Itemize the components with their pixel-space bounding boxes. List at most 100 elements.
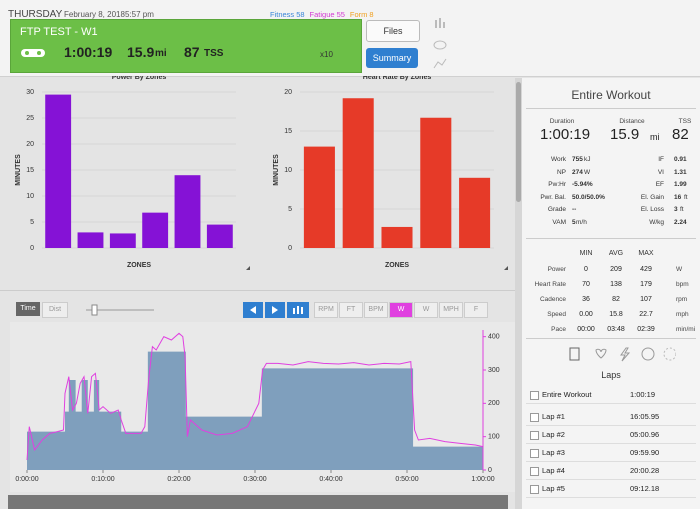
hr-zones-chart: Heart Rate By Zones MINUTES ZONES 0 5 10 15 20 xyxy=(273,76,508,270)
power-zones-chart: Power By Zones MINUTES ZONES 0 5 10 15 20 25 30 xyxy=(15,76,250,270)
metric: Fitness 58 xyxy=(270,10,305,19)
y-tick-label: 300 xyxy=(488,367,500,374)
range-header: MAX xyxy=(638,250,654,257)
unit-button[interactable]: F xyxy=(464,302,488,318)
y-tick-label: 0 xyxy=(488,467,492,474)
lap-checkbox[interactable] xyxy=(530,413,539,422)
lap-time: 20:00.28 xyxy=(630,466,660,475)
range-value: 429 xyxy=(640,266,652,273)
big-stat-value: 15.9 xyxy=(610,126,640,143)
chart-title: Power By Zones xyxy=(112,76,167,81)
bar xyxy=(142,212,169,248)
range-value: 0 xyxy=(584,266,588,273)
mode-button[interactable]: Time xyxy=(16,302,40,316)
stat-label: El. Loss xyxy=(640,206,664,213)
metric: Form 8 xyxy=(350,10,374,19)
stat-value: 5 xyxy=(572,218,576,226)
stat-value: 274 xyxy=(572,168,583,176)
lap-time: 09:59.90 xyxy=(630,448,660,457)
lap-separator xyxy=(526,403,696,404)
range-value: 15.8 xyxy=(609,311,623,318)
range-unit: rpm xyxy=(676,296,688,303)
panel-title: Entire Workout xyxy=(571,88,651,102)
summary-panel: Entire Workout Duration 1:00:19 Distance 15.… xyxy=(522,78,700,509)
lap-checkbox[interactable] xyxy=(530,485,539,494)
x-tick-label: 0:20:00 xyxy=(167,476,190,483)
y-tick-label: 5 xyxy=(288,206,292,213)
stat-label: NP xyxy=(556,168,566,176)
summary-button[interactable]: Summary xyxy=(366,48,418,68)
scroll-thumb[interactable] xyxy=(516,82,521,202)
lap-separator xyxy=(526,425,696,426)
day: THURSDAY xyxy=(8,9,63,20)
x-tick-label: 0:30:00 xyxy=(243,476,266,483)
metrics: Fitness 58 Fatigue 55 Form 8 xyxy=(270,10,379,19)
workout-card[interactable] xyxy=(10,19,362,73)
stat-label: Work xyxy=(550,156,566,163)
metric-label: Form xyxy=(349,10,368,19)
files-button[interactable]: Files xyxy=(366,20,420,42)
stat-value: 50.0/50.0% xyxy=(572,193,605,201)
stat-value: -- xyxy=(572,206,577,213)
stat-unit: m/h xyxy=(576,218,587,226)
chart-title: Heart Rate By Zones xyxy=(363,76,432,81)
bar xyxy=(303,146,335,248)
lap-time: 09:12.18 xyxy=(630,484,660,493)
x-tick-label: 0:10:00 xyxy=(91,476,114,483)
unit-button[interactable]: BPM xyxy=(364,302,388,318)
bar xyxy=(420,117,452,248)
stat-label: VAM xyxy=(552,218,566,226)
unit-button[interactable]: FT xyxy=(339,302,363,318)
lap-separator xyxy=(526,479,696,480)
lap-checkbox[interactable] xyxy=(530,449,539,458)
unit-button[interactable]: W xyxy=(389,302,413,318)
range-header: MIN xyxy=(579,250,593,257)
stat-label: El. Gain xyxy=(640,193,664,201)
range-unit: min/mi xyxy=(676,326,696,333)
lap-name: Entire Workout xyxy=(542,390,592,399)
x-axis-label: ZONES xyxy=(385,262,409,269)
y-tick-label: 15 xyxy=(26,167,34,174)
y-tick-label: 5 xyxy=(30,219,34,226)
workout-title: FTP TEST - W1 xyxy=(20,26,98,38)
stat-unit: W xyxy=(584,168,591,176)
bar xyxy=(381,226,413,248)
lap-checkbox[interactable] xyxy=(530,431,539,440)
unit-button[interactable]: RPM xyxy=(314,302,338,318)
y-tick-label: 10 xyxy=(284,167,292,174)
y-tick-label: 20 xyxy=(26,141,34,148)
x-axis-label: ZONES xyxy=(127,262,151,269)
y-tick-label: 0 xyxy=(288,245,292,252)
y-tick-label: 200 xyxy=(488,400,500,407)
metric-value: 58 xyxy=(296,10,305,19)
mode-button[interactable]: Dist xyxy=(42,302,68,318)
metric-value: 55 xyxy=(336,10,345,19)
metric-label: Fatigue xyxy=(309,10,335,19)
bar xyxy=(206,224,233,248)
bar xyxy=(342,98,374,249)
lap-name: Lap #3 xyxy=(542,448,565,457)
panel-icons[interactable] xyxy=(566,346,676,362)
stat-label: Pwr. Bal. xyxy=(540,193,566,201)
y-axis-label: MINUTES xyxy=(273,154,280,186)
lap-checkbox[interactable] xyxy=(530,391,539,400)
lap-time: 05:00.96 xyxy=(630,430,660,439)
x-tick-label: 0:00:00 xyxy=(15,476,38,483)
range-value: 107 xyxy=(640,296,652,303)
stat-value: -5.94% xyxy=(572,181,593,188)
zoom-slider[interactable] xyxy=(84,304,156,316)
bar xyxy=(174,175,201,248)
lap-name: Lap #5 xyxy=(542,484,565,493)
nav-buttons[interactable] xyxy=(243,302,309,318)
stat-label: Grade xyxy=(547,206,566,213)
lap-name: Lap #4 xyxy=(542,466,565,475)
lap-checkbox[interactable] xyxy=(530,467,539,476)
range-label: Speed xyxy=(547,311,566,318)
time: 5:57 pm xyxy=(125,10,154,19)
unit-button[interactable]: MPH xyxy=(439,302,463,318)
area xyxy=(27,351,483,470)
x-tick-label: 0:50:00 xyxy=(395,476,418,483)
timeline-chart: 0 100 200 300 400 0:00:00 0:10:00 0:20:00 0:30:0… xyxy=(10,322,515,492)
unit-button[interactable]: W xyxy=(414,302,438,318)
metric: Fatigue 55 xyxy=(310,10,345,19)
